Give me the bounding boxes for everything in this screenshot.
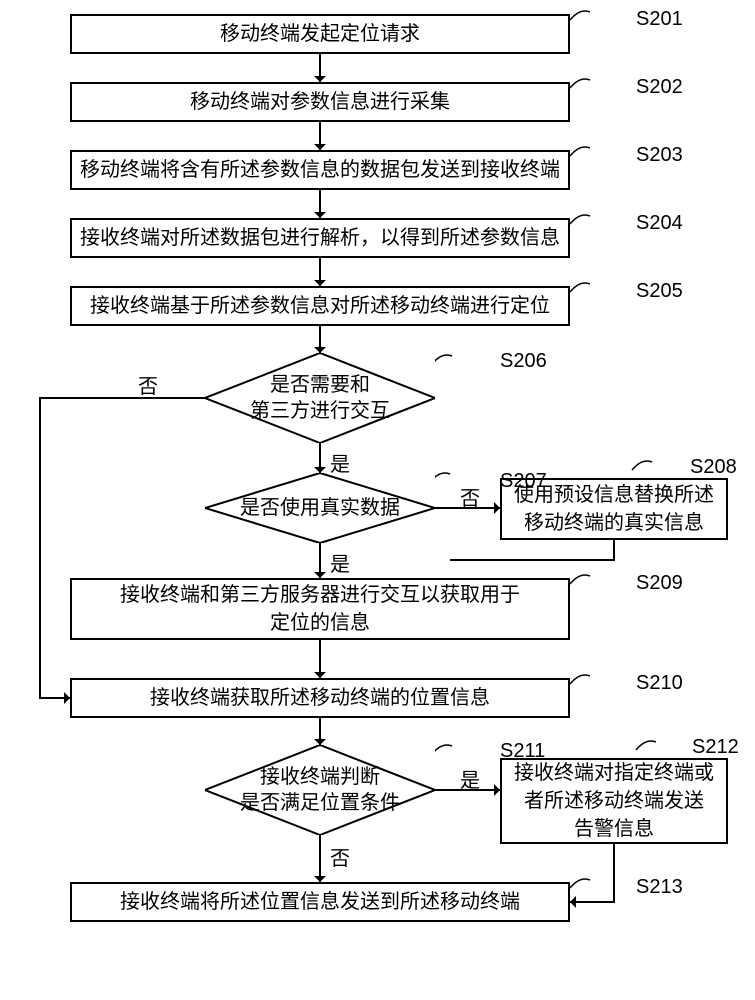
edge-label-e206_yes: 是 bbox=[330, 448, 350, 477]
step-label-l202: S202 bbox=[636, 76, 683, 99]
step-label-l205: S205 bbox=[636, 280, 683, 303]
step-label-l204: S204 bbox=[636, 212, 683, 235]
flow-step-text: 接收终端将所述位置信息发送到所述移动终端 bbox=[120, 888, 520, 916]
flow-step-s213: 接收终端将所述位置信息发送到所述移动终端 bbox=[70, 882, 570, 922]
step-label-l203: S203 bbox=[636, 144, 683, 167]
flow-step-s201: 移动终端发起定位请求 bbox=[70, 14, 570, 54]
flow-step-text: 接收终端获取所述移动终端的位置信息 bbox=[150, 684, 490, 712]
edge-label-e211_no: 否 bbox=[330, 842, 350, 871]
flow-step-text: 移动终端发起定位请求 bbox=[220, 20, 420, 48]
flow-decision-text: 是否需要和第三方进行交互 bbox=[250, 372, 390, 424]
flow-step-text: 接收终端对所述数据包进行解析，以得到所述参数信息 bbox=[80, 224, 560, 252]
step-label-l209: S209 bbox=[636, 572, 683, 595]
edge-label-e207_yes: 是 bbox=[330, 548, 350, 577]
flow-step-text: 移动终端将含有所述参数信息的数据包发送到接收终端 bbox=[80, 156, 560, 184]
flow-decision-text: 接收终端判断是否满足位置条件 bbox=[240, 764, 400, 816]
flow-step-text: 移动终端对参数信息进行采集 bbox=[190, 88, 450, 116]
step-label-l208: S208 bbox=[690, 456, 737, 479]
flow-decision-s206: 是否需要和第三方进行交互 bbox=[205, 353, 435, 443]
step-label-l207: S207 bbox=[500, 470, 547, 493]
step-label-l201: S201 bbox=[636, 8, 683, 31]
step-label-l206: S206 bbox=[500, 350, 547, 373]
flow-step-s202: 移动终端对参数信息进行采集 bbox=[70, 82, 570, 122]
flow-step-s209: 接收终端和第三方服务器进行交互以获取用于定位的信息 bbox=[70, 578, 570, 640]
flow-step-s203: 移动终端将含有所述参数信息的数据包发送到接收终端 bbox=[70, 150, 570, 190]
flow-step-text: 接收终端和第三方服务器进行交互以获取用于定位的信息 bbox=[120, 581, 520, 637]
flow-step-s205: 接收终端基于所述参数信息对所述移动终端进行定位 bbox=[70, 286, 570, 326]
flow-step-text: 接收终端对指定终端或者所述移动终端发送告警信息 bbox=[514, 759, 714, 843]
flow-step-s210: 接收终端获取所述移动终端的位置信息 bbox=[70, 678, 570, 718]
flow-decision-s207: 是否使用真实数据 bbox=[205, 473, 435, 543]
flow-decision-s211: 接收终端判断是否满足位置条件 bbox=[205, 745, 435, 835]
flow-step-s204: 接收终端对所述数据包进行解析，以得到所述参数信息 bbox=[70, 218, 570, 258]
step-label-l210: S210 bbox=[636, 672, 683, 695]
edge-label-e207_no: 否 bbox=[460, 482, 480, 511]
flow-step-text: 接收终端基于所述参数信息对所述移动终端进行定位 bbox=[90, 292, 550, 320]
flow-decision-text: 是否使用真实数据 bbox=[240, 495, 400, 521]
step-label-l211: S211 bbox=[500, 740, 545, 763]
flow-step-s212: 接收终端对指定终端或者所述移动终端发送告警信息 bbox=[500, 758, 728, 844]
step-label-l212: S212 bbox=[692, 736, 739, 759]
edge-label-e206_no: 否 bbox=[138, 370, 158, 399]
edge-label-e211_yes: 是 bbox=[460, 764, 480, 793]
step-label-l213: S213 bbox=[636, 876, 683, 899]
